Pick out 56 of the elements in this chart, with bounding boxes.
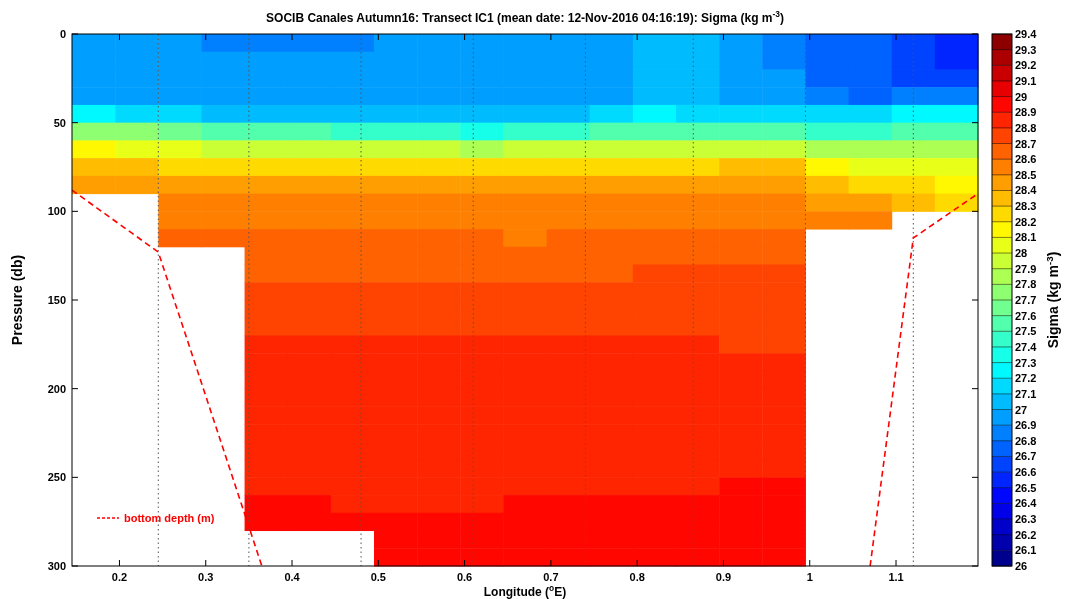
color-bar-label: 29.3 [1015,43,1037,56]
x-axis-title: Longitude ($^{o}$E) [483,583,567,599]
color-bar-label: 28.2 [1015,215,1037,228]
y-tick-label: 100 [47,205,66,218]
color-bar-label: 28 [1015,247,1028,260]
y-tick-label: 250 [47,471,66,484]
x-tick-label: 0.9 [715,571,732,583]
color-bar-label: 28.8 [1015,121,1037,134]
color-bar-label: 28.1 [1015,231,1037,244]
color-bar-label: 29 [1015,90,1028,103]
x-tick-label: 0.2 [111,571,128,583]
color-bar-label: 28.5 [1015,168,1037,181]
color-bar-label: 27.6 [1015,309,1037,322]
y-tick-label: 150 [47,294,66,306]
y-axis-title: Pressure (db) [9,254,25,346]
legend-label: bottom depth (m) [124,512,215,524]
y-tick-label: 300 [47,560,66,572]
color-bar-label: 26.6 [1015,466,1037,479]
color-bar-label: 26.3 [1015,513,1037,526]
color-bar-label: 26.2 [1015,528,1037,541]
color-bar-label: 26 [1015,560,1028,572]
color-bar-label: 26.1 [1015,544,1037,557]
x-tick-label: 0.8 [629,571,645,583]
x-tick-label: 0.3 [198,571,214,583]
y-tick-label: 200 [47,382,66,395]
color-bar-label: 29.1 [1015,74,1037,87]
color-bar-label: 27.2 [1015,372,1037,385]
x-tick-label: 1 [806,571,813,583]
color-bar-label: 28.4 [1015,184,1038,197]
color-bar-label: 29.2 [1015,59,1037,72]
color-bar-label: 29.4 [1015,28,1038,40]
x-tick-label: 0.6 [456,571,473,583]
color-bar-label: 27.8 [1015,278,1037,291]
y-tick-label: 0 [59,28,66,40]
color-bar-label: 26.4 [1015,497,1038,510]
color-bar-label: 27.1 [1015,387,1037,400]
color-bar-label: 28.7 [1015,137,1037,150]
color-bar-label: 26.9 [1015,419,1037,432]
chart-title: SOCIB Canales Autumn16: Transect IC1 (mean date: 12-Nov-2016 04:16:19): Sigma (kg m$^{-3}$) [266,9,784,25]
color-bar-label: 27.3 [1015,356,1037,369]
x-tick-label: 1.1 [888,571,904,583]
color-bar-label: 27.5 [1015,325,1037,338]
x-tick-label: 0.5 [370,571,386,583]
color-bar-label: 26.8 [1015,434,1037,447]
color-bar-label: 28.3 [1015,200,1037,213]
color-bar-label: 28.9 [1015,106,1037,119]
color-bar-label: 27 [1015,403,1028,416]
color-bar-label: 26.7 [1015,450,1037,463]
color-bar-label: 27.7 [1015,294,1037,306]
color-bar-label: 27.4 [1015,340,1038,353]
x-tick-label: 0.7 [543,571,559,583]
color-bar-label: 26.5 [1015,481,1037,494]
color-bar-label: 28.6 [1015,153,1037,166]
y-tick-label: 50 [53,116,66,129]
color-bar-label: 27.9 [1015,262,1037,275]
x-tick-label: 0.4 [284,571,301,583]
